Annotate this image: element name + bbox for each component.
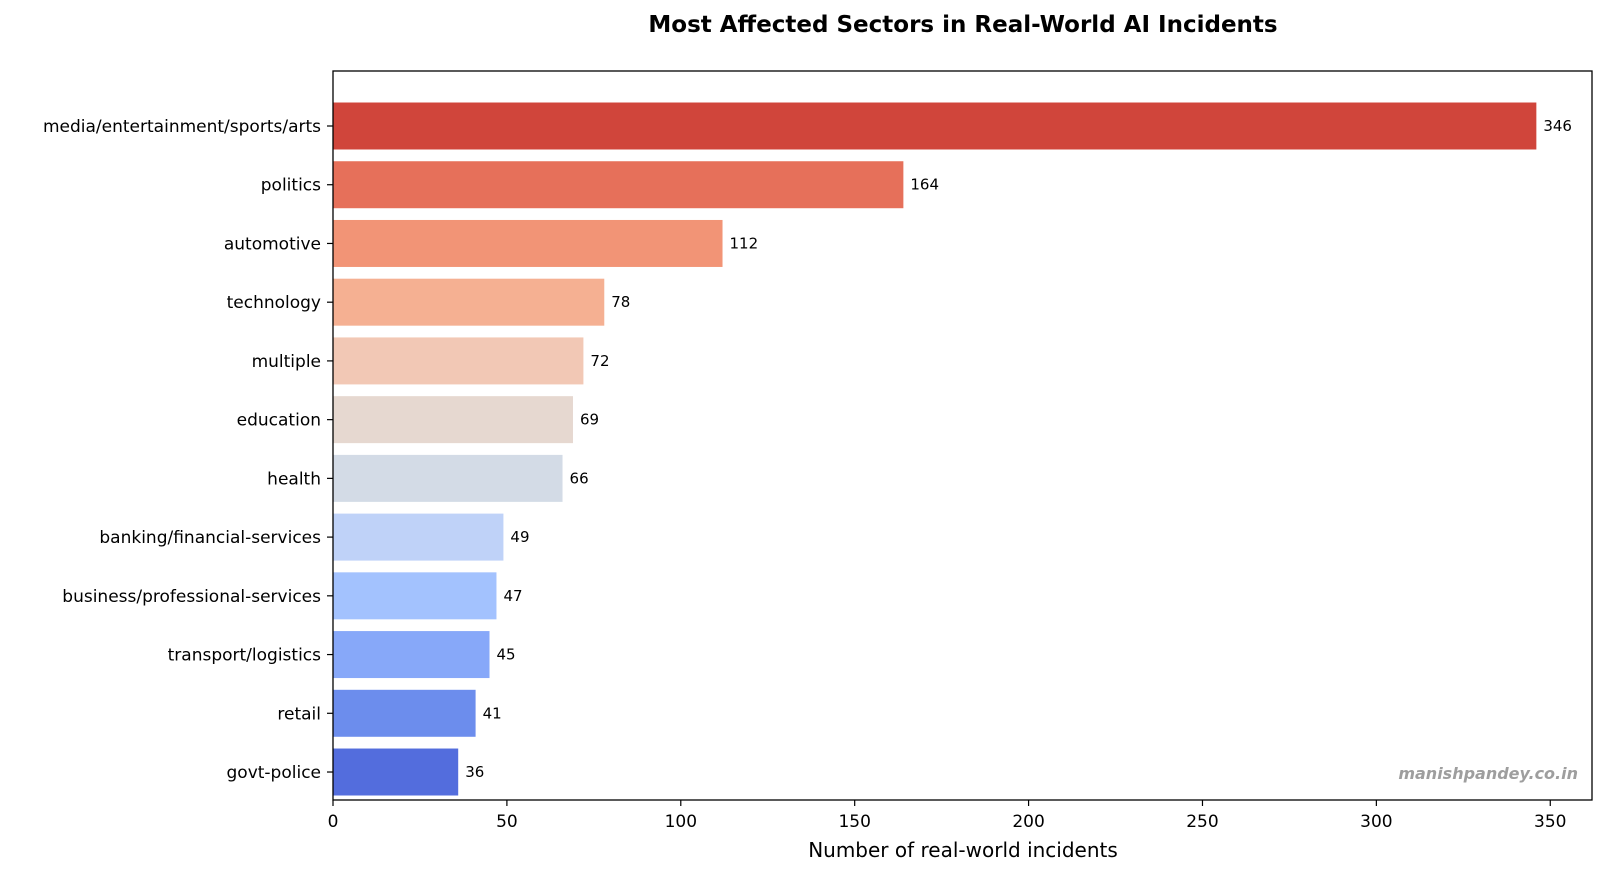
watermark: manishpandey.co.in [1398,764,1578,783]
bar-11 [333,748,459,796]
x-tick-label-6: 300 [1360,812,1392,832]
category-label-11: govt-police [227,763,322,783]
value-label-0: 346 [1543,117,1572,135]
x-tick-label-1: 50 [496,812,518,832]
value-label-10: 41 [483,704,502,722]
value-label-9: 45 [497,646,516,664]
value-label-11: 36 [465,763,484,781]
x-tick-label-0: 0 [328,812,339,832]
bar-5 [333,396,573,444]
category-label-0: media/entertainment/sports/arts [43,117,321,137]
x-tick-label-4: 200 [1012,812,1044,832]
bar-2 [333,219,723,267]
x-tick-label-5: 250 [1186,812,1218,832]
bar-9 [333,631,490,679]
bar-7 [333,513,504,561]
value-label-6: 66 [570,469,589,487]
value-label-2: 112 [730,234,759,252]
value-label-3: 78 [611,293,630,311]
bar-1 [333,161,904,209]
bar-10 [333,689,476,737]
value-label-8: 47 [503,587,522,605]
bar-4 [333,337,584,385]
category-label-10: retail [277,704,321,724]
value-label-1: 164 [910,176,939,194]
category-label-9: transport/logistics [168,646,322,666]
y-axis: media/entertainment/sports/arts politics a… [43,117,333,783]
category-label-2: automotive [224,234,321,254]
category-label-1: politics [261,176,321,196]
bar-8 [333,572,497,620]
bar-3 [333,278,605,326]
category-label-8: business/professional-services [62,587,321,607]
category-label-7: banking/financial-services [99,528,321,548]
chart-title: Most Affected Sectors in Real-World AI I… [648,12,1277,38]
x-axis-label: Number of real-world incidents [808,838,1118,862]
category-label-4: multiple [252,352,321,372]
value-label-4: 72 [590,352,609,370]
bar-6 [333,454,563,502]
x-tick-label-3: 150 [838,812,870,832]
category-label-5: education [237,411,321,431]
value-label-7: 49 [510,528,529,546]
bars-group: 346 164 112 78 72 69 66 49 47 45 41 36 [333,102,1572,796]
x-axis: 0 50 100 150 200 250 300 350 [328,800,1566,832]
bar-0 [333,102,1537,150]
category-label-6: health [267,469,321,489]
value-label-5: 69 [580,411,599,429]
category-label-3: technology [227,293,321,313]
plot-frame [332,70,1593,801]
x-tick-label-2: 100 [665,812,697,832]
x-tick-label-7: 350 [1534,812,1566,832]
